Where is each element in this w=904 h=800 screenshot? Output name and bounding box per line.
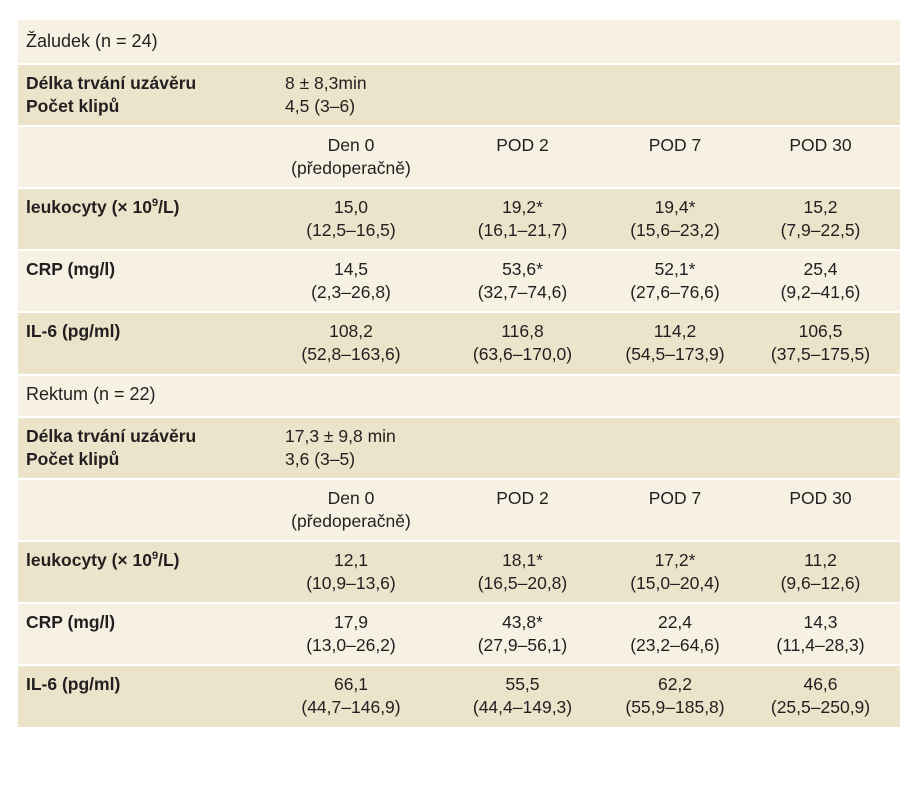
cell-pod7: 52,1* (27,6–76,6) [630, 259, 720, 302]
clip-info-row: Délka trvání uzávěru Počet klipů 17,3 ± … [18, 416, 900, 478]
cell-pod7: 17,2* (15,0–20,4) [630, 550, 720, 593]
cell-day0: 66,1 (44,7–146,9) [301, 674, 401, 717]
row-label-leukocytes: leukocyty (× 109/L) [26, 197, 180, 217]
cell-pod7: 19,4* (15,6–23,2) [630, 197, 720, 240]
clip-info-values: 8 ± 8,3min 4,5 (3–6) [266, 72, 367, 125]
header-day0-sub: (předoperačně) [291, 511, 411, 531]
duration-value: 17,3 ± 9,8 min [285, 426, 396, 446]
cell-pod30: 46,6 (25,5–250,9) [770, 674, 871, 717]
clips-value: 3,6 (3–5) [285, 449, 356, 469]
cell-pod30: 106,5 (37,5–175,5) [770, 321, 871, 364]
cell-pod30: 11,2 (9,6–12,6) [780, 550, 861, 593]
clip-info-labels: Délka trvání uzávěru Počet klipů [18, 72, 266, 125]
cell-pod2: 53,6* (32,7–74,6) [477, 259, 568, 302]
header-pod7: POD 7 [648, 135, 702, 155]
cell-day0: 15,0 (12,5–16,5) [306, 197, 396, 240]
row-label-il6: IL-6 (pg/ml) [26, 674, 121, 694]
section-title: Rektum (n = 22) [26, 384, 156, 404]
clips-label: Počet klipů [26, 449, 120, 469]
row-label-crp: CRP (mg/l) [26, 259, 116, 279]
column-header-row: Den 0 (předoperačně) POD 2 POD 7 POD 30 [18, 478, 900, 540]
results-table: Žaludek (n = 24) Délka trvání uzávěru Po… [18, 18, 900, 727]
cell-day0: 108,2 (52,8–163,6) [301, 321, 401, 364]
cell-pod7: 62,2 (55,9–185,8) [625, 674, 725, 717]
cell-pod2: 43,8* (27,9–56,1) [477, 612, 568, 655]
cell-pod7: 114,2 (54,5–173,9) [625, 321, 725, 364]
section-title: Žaludek (n = 24) [26, 31, 158, 51]
header-pod30: POD 30 [789, 135, 852, 155]
cell-day0: 14,5 (2,3–26,8) [311, 259, 391, 302]
duration-label: Délka trvání uzávěru [26, 426, 197, 446]
table-row: IL-6 (pg/ml) 66,1 (44,7–146,9) 55,5 (44,4–… [18, 664, 900, 727]
table-row: leukocyty (× 109/L) 12,1 (10,9–13,6) 18,1… [18, 540, 900, 602]
header-day0: Den 0 (předoperačně) [266, 134, 436, 187]
header-day0: Den 0 (předoperačně) [266, 487, 436, 540]
cell-day0: 17,9 (13,0–26,2) [306, 612, 396, 655]
clips-value: 4,5 (3–6) [285, 96, 356, 116]
header-pod30: POD 30 [789, 488, 852, 508]
cell-pod30: 25,4 (9,2–41,6) [780, 259, 861, 302]
table-row: leukocyty (× 109/L) 15,0 (12,5–16,5) 19,2… [18, 187, 900, 249]
clip-info-row: Délka trvání uzávěru Počet klipů 8 ± 8,3… [18, 63, 900, 125]
duration-value: 8 ± 8,3min [285, 73, 367, 93]
header-day0-sub: (předoperačně) [291, 158, 411, 178]
row-label-leukocytes: leukocyty (× 109/L) [26, 550, 180, 570]
header-day0-main: Den 0 [327, 488, 375, 508]
table-row: CRP (mg/l) 17,9 (13,0–26,2) 43,8* (27,9–56… [18, 602, 900, 664]
cell-pod30: 14,3 (11,4–28,3) [776, 612, 865, 655]
header-pod2: POD 2 [496, 488, 549, 508]
section-header-rectum: Rektum (n = 22) [18, 374, 900, 416]
cell-pod2: 18,1* (16,5–20,8) [477, 550, 568, 593]
clip-info-labels: Délka trvání uzávěru Počet klipů [18, 425, 266, 478]
duration-label: Délka trvání uzávěru [26, 73, 197, 93]
column-header-row: Den 0 (předoperačně) POD 2 POD 7 POD 30 [18, 125, 900, 187]
cell-pod2: 116,8 (63,6–170,0) [472, 321, 573, 364]
header-pod2: POD 2 [496, 135, 549, 155]
row-label-il6: IL-6 (pg/ml) [26, 321, 121, 341]
clip-info-values: 17,3 ± 9,8 min 3,6 (3–5) [266, 425, 396, 478]
header-empty [18, 487, 266, 540]
header-day0-main: Den 0 [327, 135, 375, 155]
table-row: CRP (mg/l) 14,5 (2,3–26,8) 53,6* (32,7–74,… [18, 249, 900, 311]
cell-pod30: 15,2 (7,9–22,5) [780, 197, 861, 240]
table-row: IL-6 (pg/ml) 108,2 (52,8–163,6) 116,8 (63,… [18, 311, 900, 374]
row-label-crp: CRP (mg/l) [26, 612, 116, 632]
section-header-stomach: Žaludek (n = 24) [18, 18, 900, 63]
header-empty [18, 134, 266, 187]
cell-pod7: 22,4 (23,2–64,6) [630, 612, 720, 655]
cell-pod2: 55,5 (44,4–149,3) [472, 674, 573, 717]
clips-label: Počet klipů [26, 96, 120, 116]
header-pod7: POD 7 [648, 488, 702, 508]
cell-pod2: 19,2* (16,1–21,7) [477, 197, 568, 240]
cell-day0: 12,1 (10,9–13,6) [306, 550, 396, 593]
